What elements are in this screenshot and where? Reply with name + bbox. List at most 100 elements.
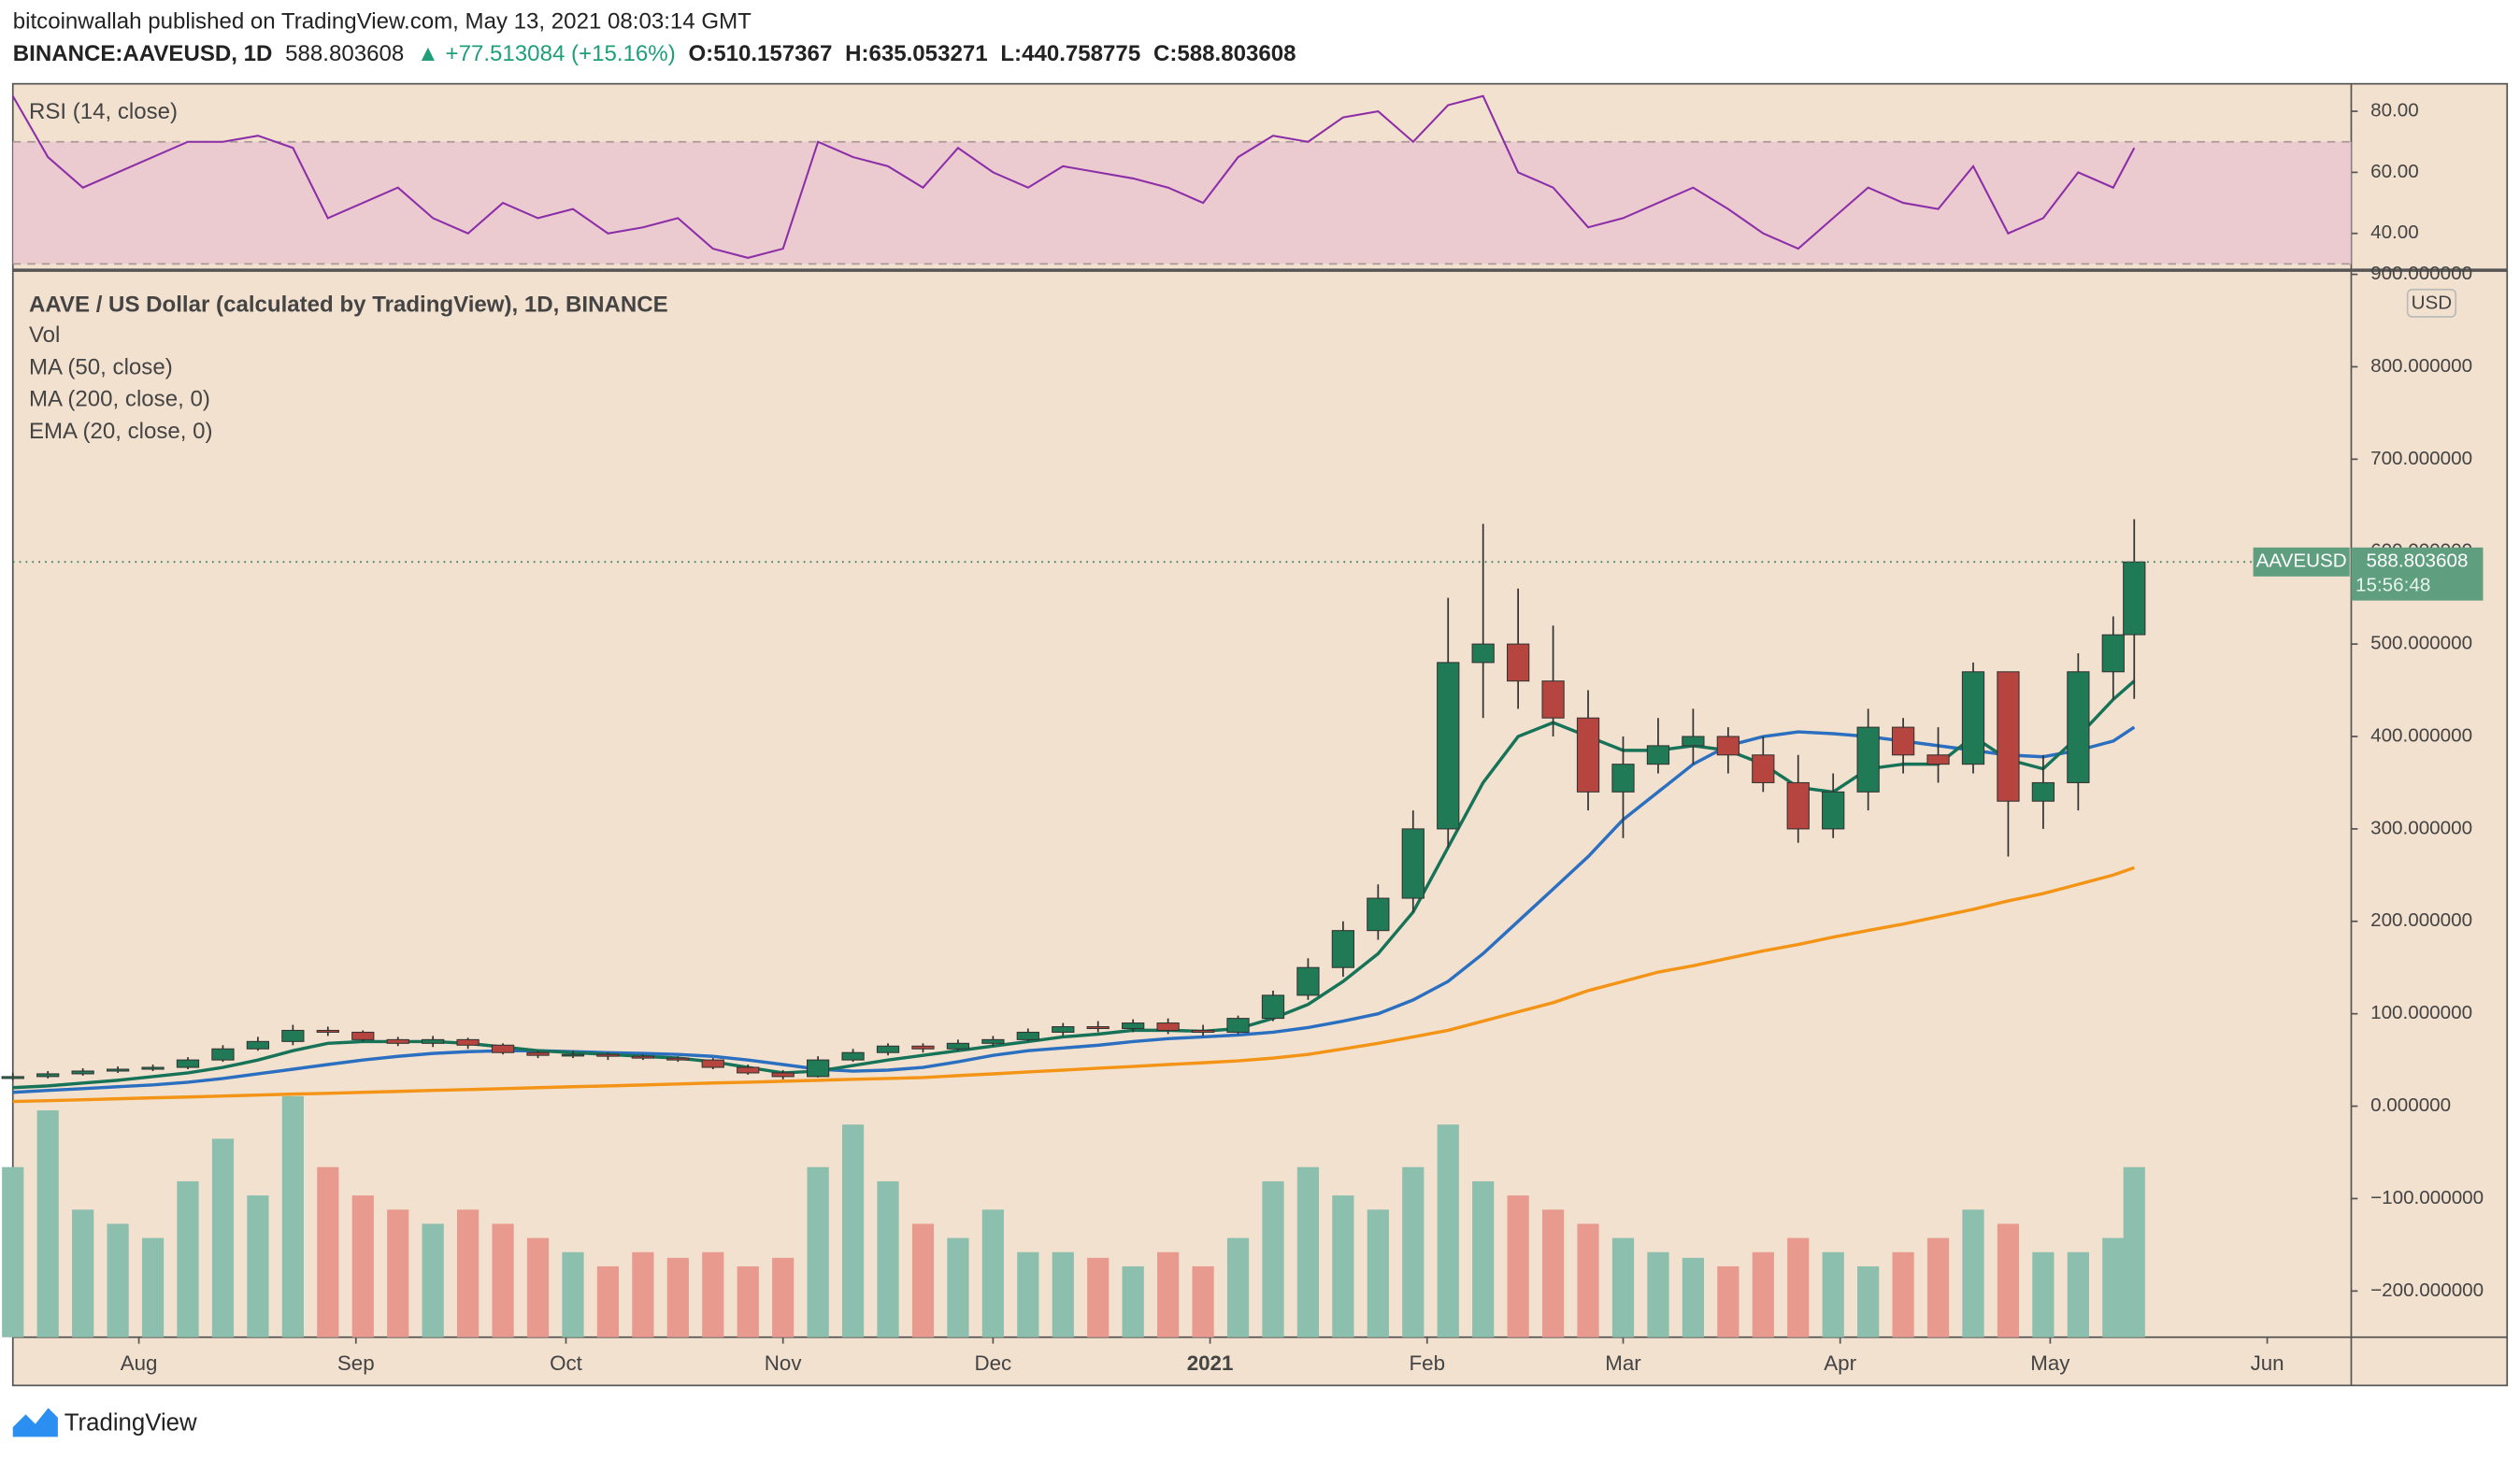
volume-bar xyxy=(1577,1223,1599,1337)
ma-line xyxy=(12,725,2136,1094)
volume-bar xyxy=(211,1138,235,1337)
volume-bar xyxy=(1926,1237,1950,1337)
candle-body xyxy=(1856,726,1880,793)
candle-body xyxy=(281,1029,305,1042)
candle-body xyxy=(351,1031,375,1040)
volume-bar xyxy=(1402,1166,1425,1337)
candle-body xyxy=(561,1053,585,1057)
candle-body xyxy=(1961,671,1985,765)
volume-bar xyxy=(457,1209,480,1337)
time-axis xyxy=(12,1336,2508,1386)
candle-body xyxy=(1507,643,1530,682)
symbol-tag xyxy=(2253,547,2350,577)
candle-body xyxy=(1576,717,1600,793)
volume-bar xyxy=(981,1209,1004,1337)
volume-bar xyxy=(1682,1257,1705,1337)
candle-body xyxy=(176,1059,200,1068)
candle-body xyxy=(1786,781,1810,830)
candle-body xyxy=(1891,726,1915,756)
candle-body xyxy=(666,1057,690,1061)
candle-body xyxy=(1086,1025,1110,1030)
candle-body xyxy=(1716,736,1740,756)
candle-body xyxy=(806,1059,830,1078)
volume-bar xyxy=(2102,1237,2125,1337)
publisher: bitcoinwallah published on TradingView.c… xyxy=(13,9,752,35)
volume-bar xyxy=(177,1180,199,1337)
volume-bar xyxy=(36,1110,59,1337)
candle-body xyxy=(246,1040,270,1050)
candle-body xyxy=(631,1055,654,1059)
candle-body xyxy=(701,1059,724,1068)
volume-bar xyxy=(492,1223,514,1337)
rsi-tick-label: 60.00 xyxy=(2370,161,2419,182)
candle-body xyxy=(981,1038,1005,1044)
volume-bar xyxy=(2067,1251,2089,1337)
volume-bar xyxy=(911,1223,935,1337)
header-open: O:510.157367 xyxy=(688,41,832,66)
header-change: ▲ +77.513084 (+15.16%) xyxy=(417,41,676,66)
y-tick-label: 500.000000 xyxy=(2370,633,2472,654)
volume-bar xyxy=(1997,1223,2020,1337)
legend-entry: MA (50, close) xyxy=(29,354,173,379)
volume-bar xyxy=(387,1209,409,1337)
candle-body xyxy=(491,1044,515,1053)
y-tick-label: 900.000000 xyxy=(2370,263,2472,284)
candle-body xyxy=(1156,1022,1180,1031)
candle-body xyxy=(2101,634,2125,673)
volume-bar xyxy=(772,1257,795,1337)
x-tick-label: 2021 xyxy=(1187,1351,1234,1375)
volume-bar xyxy=(877,1180,899,1337)
candle-body xyxy=(1611,764,1635,793)
y-tick-label: 0.000000 xyxy=(2370,1094,2451,1116)
volume-bar xyxy=(562,1251,584,1337)
header-last: 588.803608 xyxy=(285,41,404,66)
logo xyxy=(12,1408,58,1437)
candle-body xyxy=(596,1053,620,1057)
candle-body xyxy=(1752,754,1775,783)
x-tick-label: Aug xyxy=(121,1351,158,1375)
volume-bar xyxy=(281,1095,304,1337)
x-tick-label: Oct xyxy=(550,1351,583,1375)
volume-bar xyxy=(141,1237,165,1337)
y-tick-label: 800.000000 xyxy=(2370,355,2472,377)
volume-bar xyxy=(422,1223,444,1337)
candle-body xyxy=(1016,1031,1039,1040)
volume-bar xyxy=(1087,1257,1110,1337)
candle-body xyxy=(876,1045,900,1053)
volume-bar xyxy=(737,1265,759,1337)
candle-body xyxy=(1226,1018,1250,1033)
brand: TradingView xyxy=(64,1409,197,1436)
candle-body xyxy=(316,1029,339,1033)
symbol-line: BINANCE:AAVEUSD, 1D 588.803608 ▲ +77.51308… xyxy=(13,41,1296,66)
candle-body xyxy=(1191,1029,1215,1033)
candle-body xyxy=(2123,561,2146,636)
volume-bar xyxy=(1157,1251,1180,1337)
volume-bar xyxy=(247,1195,269,1337)
chart-area xyxy=(12,83,2352,1337)
rsi-band xyxy=(12,141,2352,264)
y-tick-label: −200.000000 xyxy=(2370,1279,2484,1301)
legend-entry: MA (200, close, 0) xyxy=(29,387,210,412)
legend-entry: Vol xyxy=(29,322,60,348)
candle-body xyxy=(1296,966,1320,996)
candle-body xyxy=(737,1066,760,1074)
currency-box xyxy=(2406,288,2457,318)
candle-body xyxy=(1437,662,1460,830)
volume-bar xyxy=(1472,1180,1495,1337)
candle-body xyxy=(1682,736,1705,747)
price-tag-countdown: 15:56:48 xyxy=(2355,575,2430,596)
volume-bar xyxy=(1541,1209,1565,1337)
candle-body xyxy=(1471,643,1495,664)
volume-bar xyxy=(1857,1265,1880,1337)
volume-bar xyxy=(1367,1209,1389,1337)
volume-bar xyxy=(1437,1124,1459,1337)
candle-body xyxy=(771,1072,795,1078)
y-tick-label: 400.000000 xyxy=(2370,724,2472,746)
volume-bar xyxy=(632,1251,654,1337)
volume-bar xyxy=(1296,1166,1320,1337)
x-tick-label: Jun xyxy=(2251,1351,2284,1375)
volume-bar xyxy=(1611,1237,1635,1337)
candle-body xyxy=(1261,994,1285,1020)
